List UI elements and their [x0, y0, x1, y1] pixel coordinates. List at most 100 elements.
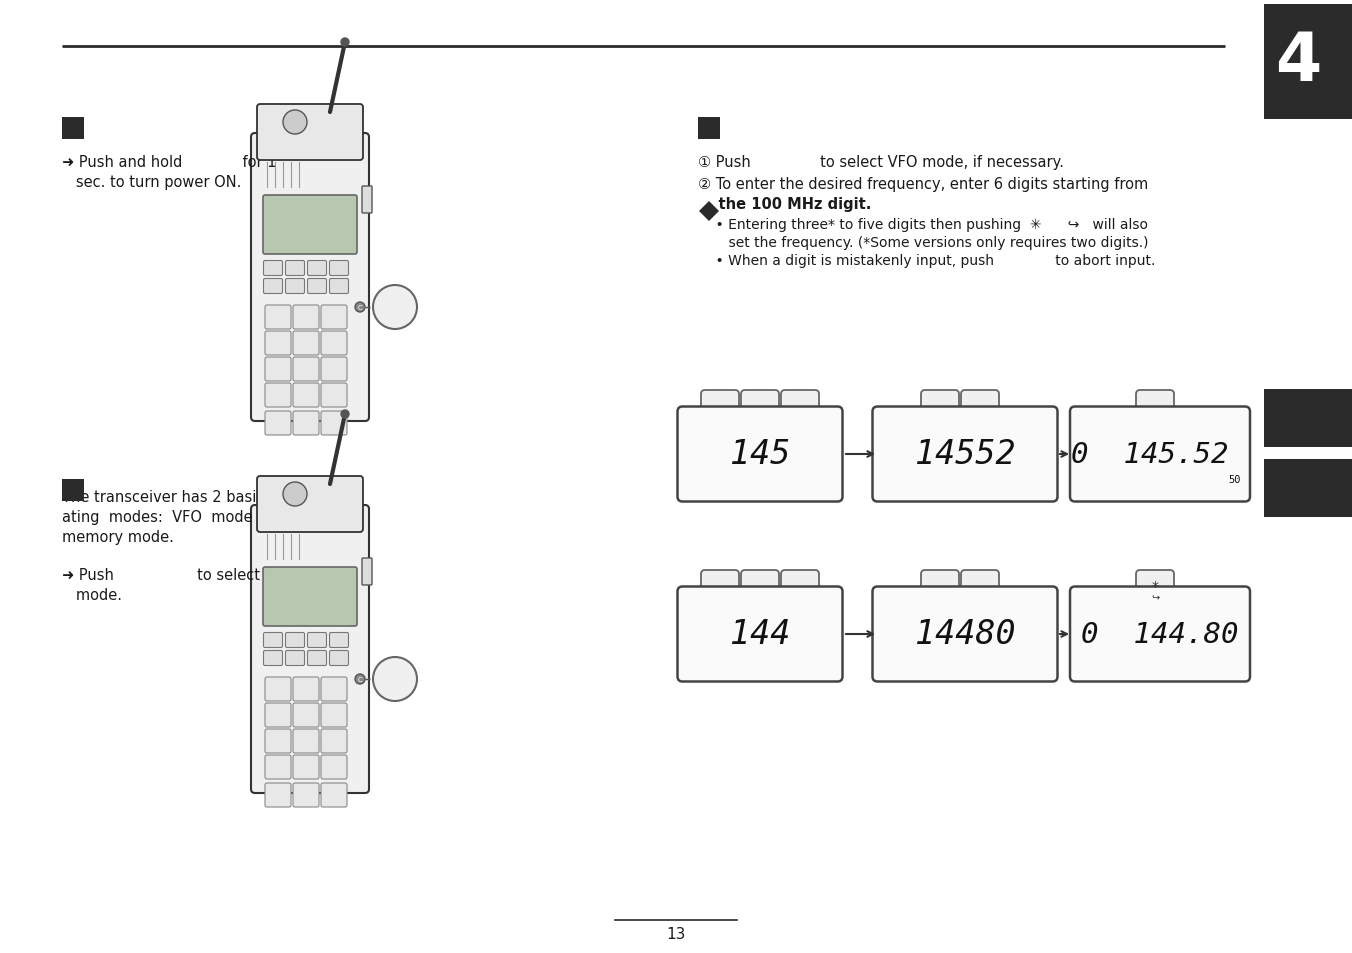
FancyBboxPatch shape: [265, 357, 291, 381]
Text: 144: 144: [730, 618, 790, 651]
FancyBboxPatch shape: [264, 261, 283, 276]
FancyBboxPatch shape: [700, 571, 740, 608]
Circle shape: [356, 303, 365, 313]
FancyBboxPatch shape: [872, 587, 1057, 681]
FancyBboxPatch shape: [285, 633, 304, 648]
Text: set the frequency. (*Some versions only requires two digits.): set the frequency. (*Some versions only …: [698, 235, 1148, 250]
Text: sec. to turn power ON.: sec. to turn power ON.: [62, 174, 242, 190]
FancyBboxPatch shape: [285, 279, 304, 294]
FancyBboxPatch shape: [700, 391, 740, 429]
FancyBboxPatch shape: [330, 261, 349, 276]
FancyBboxPatch shape: [362, 558, 372, 585]
FancyBboxPatch shape: [264, 279, 283, 294]
FancyBboxPatch shape: [1264, 5, 1352, 120]
FancyBboxPatch shape: [265, 332, 291, 355]
FancyBboxPatch shape: [265, 729, 291, 753]
FancyBboxPatch shape: [330, 279, 349, 294]
Circle shape: [373, 658, 416, 701]
FancyBboxPatch shape: [293, 384, 319, 408]
FancyBboxPatch shape: [62, 118, 84, 140]
FancyBboxPatch shape: [264, 567, 357, 626]
Circle shape: [283, 482, 307, 506]
FancyBboxPatch shape: [1069, 407, 1251, 502]
FancyBboxPatch shape: [307, 279, 326, 294]
FancyBboxPatch shape: [265, 384, 291, 408]
FancyBboxPatch shape: [265, 703, 291, 727]
FancyBboxPatch shape: [293, 729, 319, 753]
FancyBboxPatch shape: [285, 651, 304, 666]
Text: ating  modes:  VFO  mode  and: ating modes: VFO mode and: [62, 510, 289, 524]
FancyBboxPatch shape: [307, 633, 326, 648]
FancyBboxPatch shape: [1264, 390, 1352, 448]
FancyBboxPatch shape: [320, 357, 347, 381]
FancyBboxPatch shape: [265, 783, 291, 807]
Text: C: C: [358, 305, 362, 311]
FancyBboxPatch shape: [921, 571, 959, 608]
FancyBboxPatch shape: [293, 332, 319, 355]
FancyBboxPatch shape: [293, 678, 319, 701]
FancyBboxPatch shape: [741, 571, 779, 608]
FancyBboxPatch shape: [307, 261, 326, 276]
FancyBboxPatch shape: [362, 187, 372, 213]
Text: ➜ Push                  to select  VFO: ➜ Push to select VFO: [62, 567, 299, 582]
FancyBboxPatch shape: [293, 412, 319, 436]
FancyBboxPatch shape: [265, 678, 291, 701]
Text: *: *: [1152, 579, 1159, 594]
FancyBboxPatch shape: [677, 587, 842, 681]
FancyBboxPatch shape: [293, 306, 319, 330]
Text: 0  144.80: 0 144.80: [1082, 620, 1238, 648]
Text: ↪: ↪: [1151, 593, 1159, 602]
FancyBboxPatch shape: [307, 651, 326, 666]
FancyBboxPatch shape: [264, 195, 357, 254]
FancyBboxPatch shape: [251, 133, 369, 421]
Text: the 100 MHz digit.: the 100 MHz digit.: [698, 196, 872, 212]
Text: 13: 13: [667, 926, 685, 942]
FancyBboxPatch shape: [320, 384, 347, 408]
Text: memory mode.: memory mode.: [62, 530, 174, 544]
FancyBboxPatch shape: [320, 729, 347, 753]
FancyBboxPatch shape: [293, 783, 319, 807]
FancyBboxPatch shape: [293, 755, 319, 780]
Text: ① Push               to select VFO mode, if necessary.: ① Push to select VFO mode, if necessary.: [698, 154, 1064, 170]
FancyBboxPatch shape: [264, 651, 283, 666]
Text: 145: 145: [730, 438, 790, 471]
FancyBboxPatch shape: [781, 571, 819, 608]
FancyBboxPatch shape: [698, 118, 721, 140]
FancyBboxPatch shape: [265, 306, 291, 330]
FancyBboxPatch shape: [320, 703, 347, 727]
FancyBboxPatch shape: [62, 479, 84, 501]
FancyBboxPatch shape: [293, 703, 319, 727]
Text: ➜ Push and hold             for 1: ➜ Push and hold for 1: [62, 154, 277, 170]
Text: mode.: mode.: [62, 587, 122, 602]
Circle shape: [356, 675, 365, 684]
FancyBboxPatch shape: [293, 357, 319, 381]
Text: 14552: 14552: [915, 438, 1015, 471]
Polygon shape: [699, 202, 719, 222]
FancyBboxPatch shape: [265, 412, 291, 436]
FancyBboxPatch shape: [1136, 571, 1174, 608]
Text: ② To enter the desired frequency, enter 6 digits starting from: ② To enter the desired frequency, enter …: [698, 177, 1148, 192]
FancyBboxPatch shape: [677, 407, 842, 502]
FancyBboxPatch shape: [257, 105, 362, 161]
FancyBboxPatch shape: [330, 633, 349, 648]
FancyBboxPatch shape: [1069, 587, 1251, 681]
Text: • When a digit is mistakenly input, push              to abort input.: • When a digit is mistakenly input, push…: [698, 253, 1156, 268]
FancyBboxPatch shape: [285, 261, 304, 276]
FancyBboxPatch shape: [330, 651, 349, 666]
FancyBboxPatch shape: [251, 505, 369, 793]
FancyBboxPatch shape: [741, 391, 779, 429]
FancyBboxPatch shape: [320, 678, 347, 701]
Text: The transceiver has 2 basic oper-: The transceiver has 2 basic oper-: [62, 490, 307, 504]
FancyBboxPatch shape: [265, 755, 291, 780]
Circle shape: [283, 111, 307, 135]
FancyBboxPatch shape: [264, 633, 283, 648]
FancyBboxPatch shape: [961, 571, 999, 608]
FancyBboxPatch shape: [1136, 391, 1174, 429]
Text: • Entering three* to five digits then pushing  ✳      ↪   will also: • Entering three* to five digits then pu…: [698, 218, 1148, 232]
FancyBboxPatch shape: [257, 476, 362, 533]
FancyBboxPatch shape: [872, 407, 1057, 502]
Circle shape: [341, 411, 349, 418]
FancyBboxPatch shape: [320, 332, 347, 355]
Text: 14480: 14480: [915, 618, 1015, 651]
FancyBboxPatch shape: [961, 391, 999, 429]
